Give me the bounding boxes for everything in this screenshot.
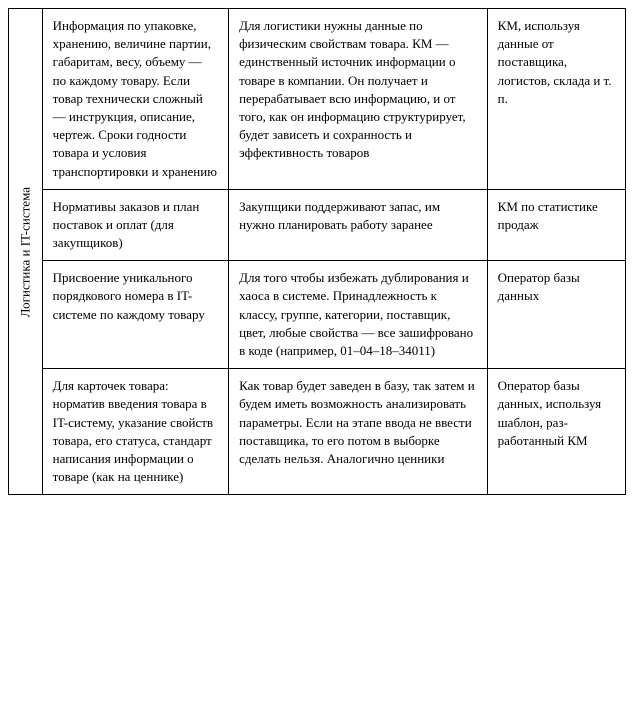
cell-description: Присвоение уни­кального порядко­вого ном… bbox=[42, 261, 228, 369]
cell-responsible: Оператор базы данных bbox=[487, 261, 625, 369]
cell-rationale: Закупщики поддерживают запас, им нужно п… bbox=[229, 189, 488, 261]
cell-description: Нормативы заказов и план поставок и опла… bbox=[42, 189, 228, 261]
cell-description: Для карточек товара: норматив введения т… bbox=[42, 369, 228, 495]
cell-responsible: Оператор базы данных, используя шаблон, … bbox=[487, 369, 625, 495]
category-header: Логистика и IT-система bbox=[9, 9, 43, 495]
table-row: Нормативы заказов и план поставок и опла… bbox=[9, 189, 626, 261]
cell-rationale: Для логистики нужны данные по физическим… bbox=[229, 9, 488, 190]
cell-rationale: Как товар будет заведен в базу, так зате… bbox=[229, 369, 488, 495]
cell-rationale: Для того чтобы избежать дублирования и х… bbox=[229, 261, 488, 369]
cell-responsible: КМ, исполь­зуя данные от поставщи­ка, ло… bbox=[487, 9, 625, 190]
table-row: Логистика и IT-система Информация по упа… bbox=[9, 9, 626, 190]
table-row: Для карточек товара: норматив введения т… bbox=[9, 369, 626, 495]
cell-description: Информация по упаковке, хранению, величи… bbox=[42, 9, 228, 190]
table-row: Присвоение уни­кального порядко­вого ном… bbox=[9, 261, 626, 369]
logistics-table: Логистика и IT-система Информация по упа… bbox=[8, 8, 626, 495]
cell-responsible: КМ по стати­стике продаж bbox=[487, 189, 625, 261]
